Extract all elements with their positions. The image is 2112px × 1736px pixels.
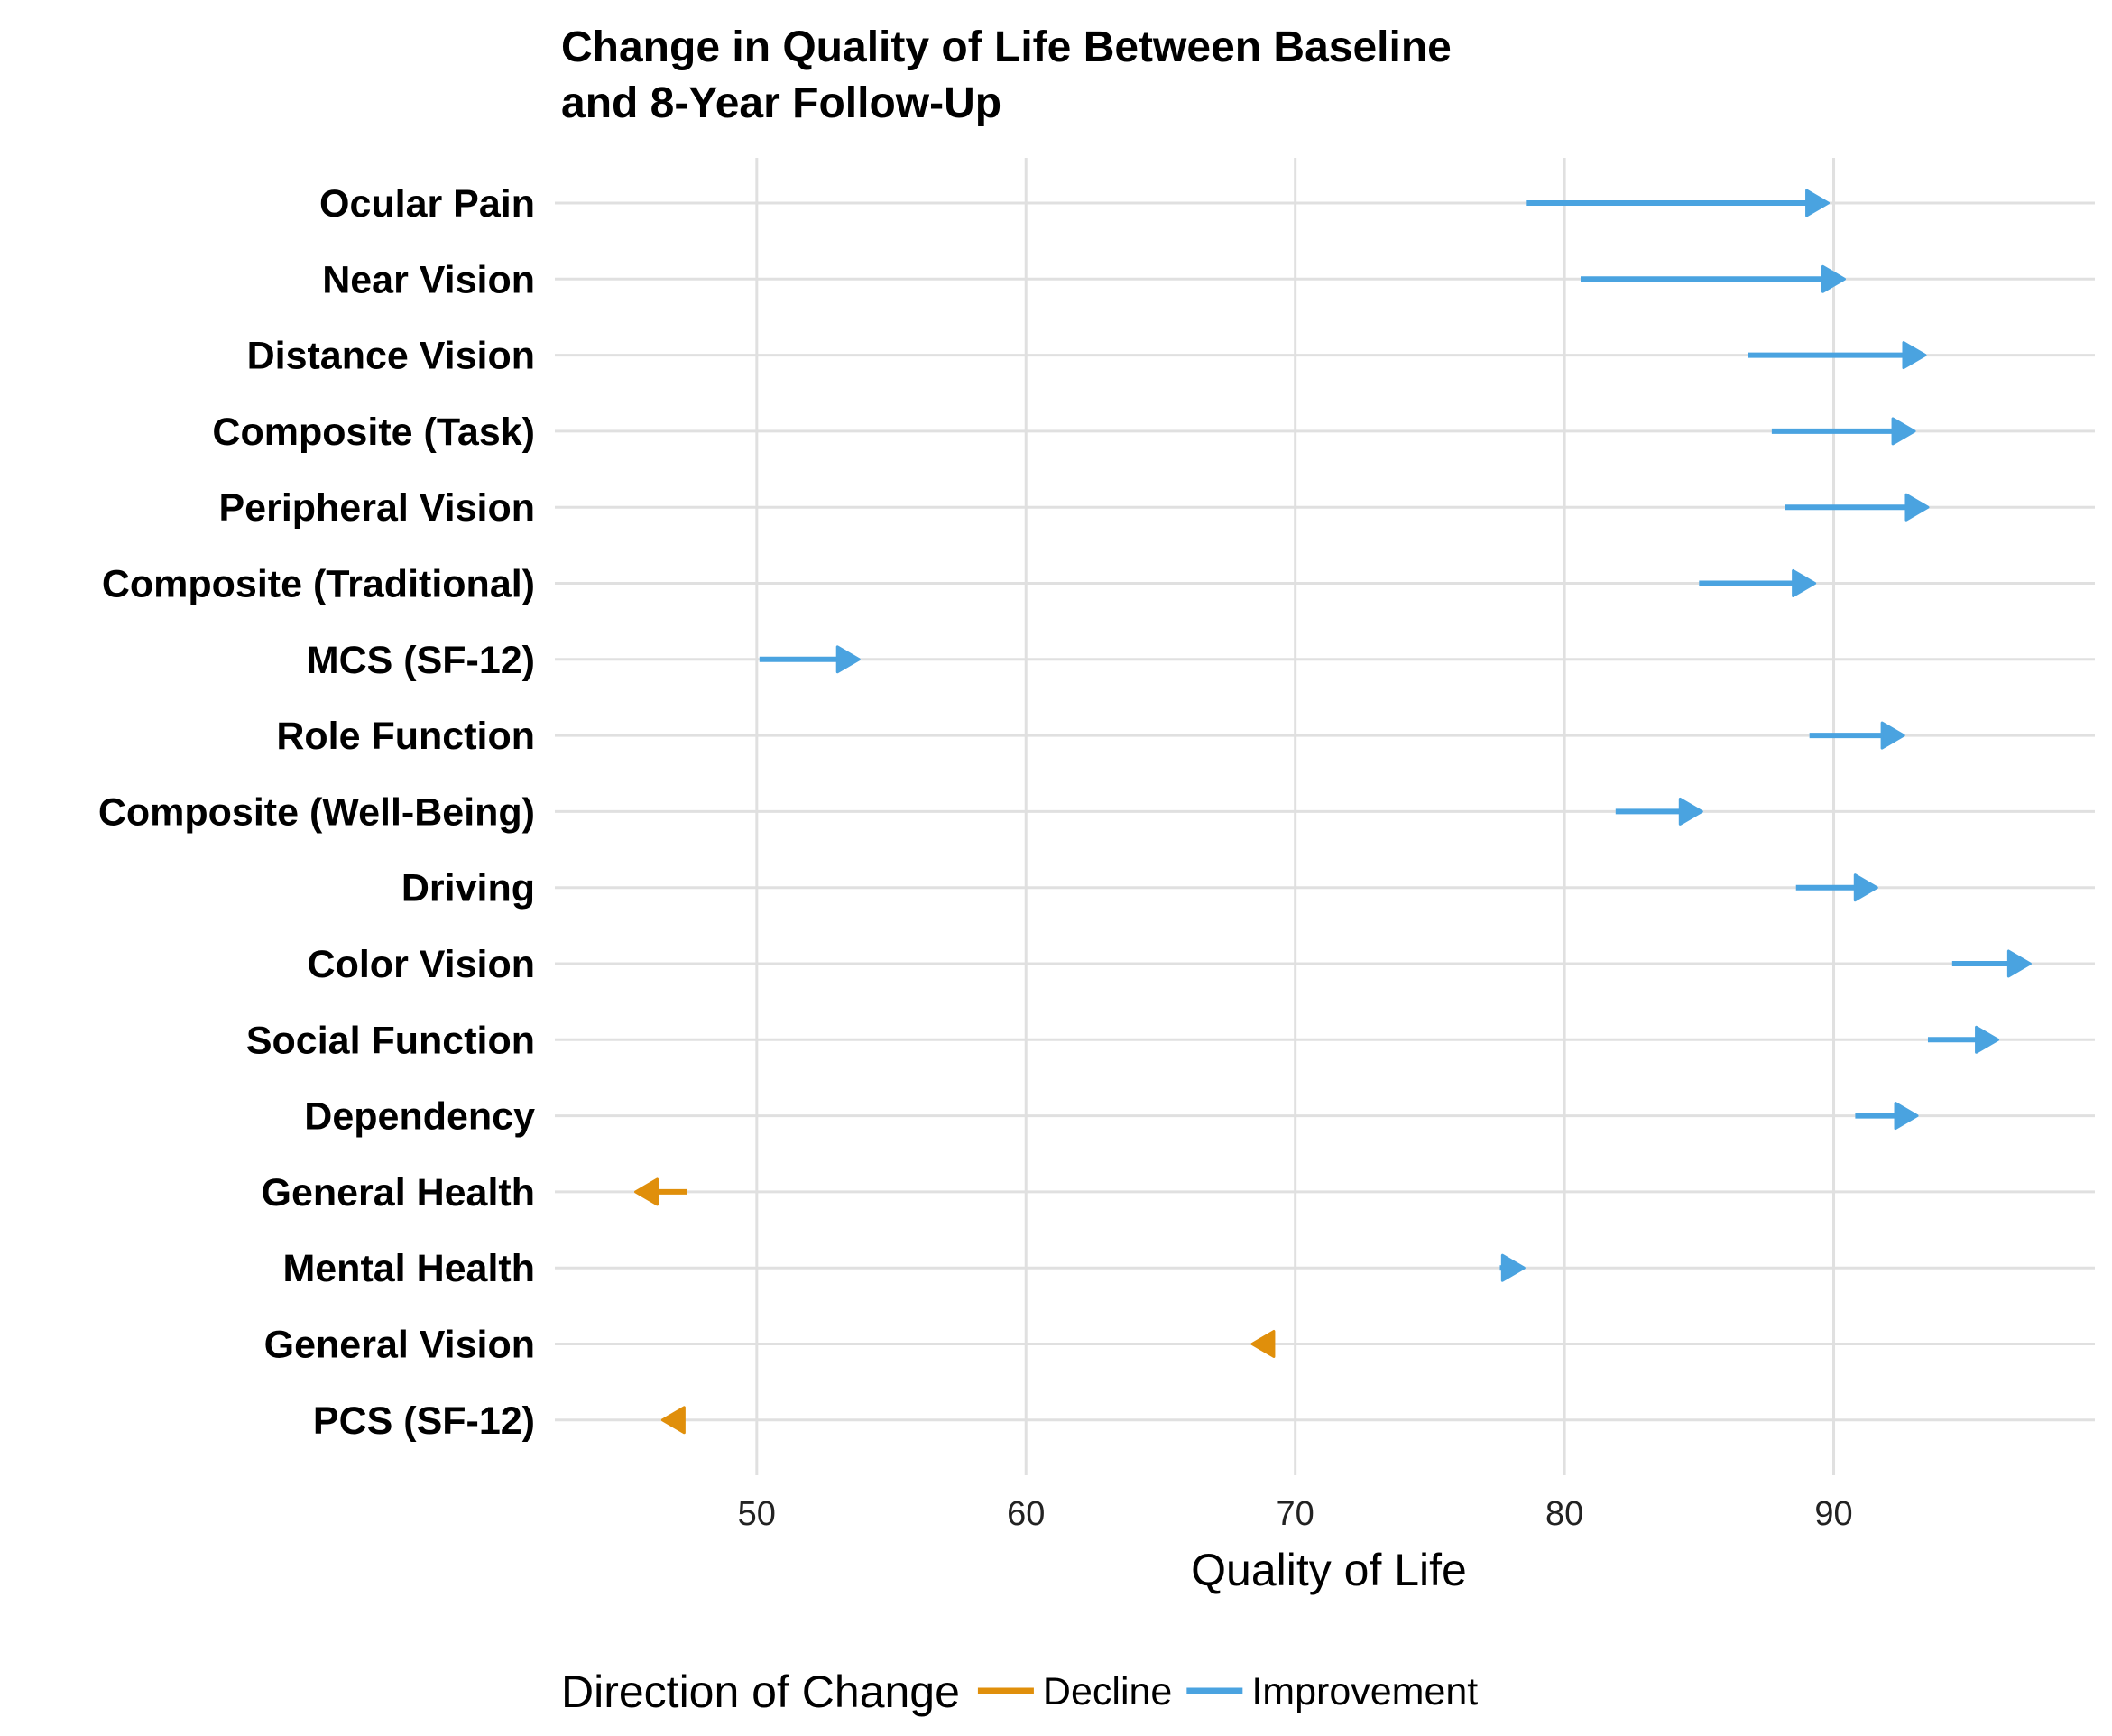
arrow-head: [1891, 417, 1916, 446]
arrow-social-function: [1927, 1025, 2000, 1054]
arrow-head: [1975, 1025, 2000, 1054]
category-label-pcs-sf-12: PCS (SF-12): [313, 1399, 535, 1443]
category-label-composite-task: Composite (Task): [212, 411, 535, 454]
category-label-distance-vision: Distance Vision: [247, 335, 535, 378]
arrow-pcs-sf-12: [660, 1406, 686, 1435]
category-label-mcs-sf-12: MCS (SF-12): [307, 639, 535, 682]
arrow-peripheral-vision: [1785, 493, 1930, 522]
x-tick-label: 60: [1007, 1495, 1045, 1533]
x-tick-label: 70: [1277, 1495, 1314, 1533]
arrow-head: [1792, 569, 1817, 597]
chart-title-line-2: and 8-Year Follow-Up: [561, 79, 1001, 127]
arrow-role-function: [1809, 721, 1905, 750]
arrow-head: [2006, 949, 2032, 978]
category-label-role-function: Role Function: [276, 715, 535, 758]
category-label-near-vision: Near Vision: [322, 258, 535, 301]
arrow-head: [835, 645, 861, 674]
legend: Direction of Change Decline Improvement: [561, 1667, 1478, 1717]
arrow-dependency: [1855, 1102, 1919, 1131]
category-label-general-health: General Health: [262, 1171, 536, 1214]
x-tick-label: 50: [738, 1495, 776, 1533]
arrow-head: [1904, 493, 1930, 522]
arrow-head: [1821, 264, 1846, 293]
arrow-distance-vision: [1748, 341, 1927, 370]
arrow-color-vision: [1951, 949, 2032, 978]
arrow-driving: [1795, 873, 1878, 902]
category-label-composite-traditional: Composite (Traditional): [102, 563, 535, 606]
arrow-head: [634, 1177, 659, 1206]
x-tick-label: 90: [1814, 1495, 1852, 1533]
category-label-peripheral-vision: Peripheral Vision: [218, 486, 535, 530]
arrow-mcs-sf-12: [759, 645, 861, 674]
x-axis-title: Quality of Life: [1191, 1545, 1467, 1595]
x-tick-label: 80: [1545, 1495, 1583, 1533]
arrow-mental-health: [1499, 1253, 1526, 1282]
category-label-mental-health: Mental Health: [282, 1247, 535, 1290]
arrow-head: [1894, 1102, 1919, 1131]
category-label-social-function: Social Function: [246, 1019, 535, 1062]
arrow-general-vision: [1250, 1330, 1276, 1358]
legend-title: Direction of Change: [561, 1667, 960, 1717]
arrow-head: [1500, 1253, 1526, 1282]
legend-label-improvement: Improvement: [1251, 1670, 1478, 1713]
arrow-head: [1250, 1330, 1276, 1358]
arrow-near-vision: [1581, 264, 1846, 293]
arrow-general-health: [634, 1177, 687, 1206]
category-labels: Ocular Pain Near Vision Distance Vision Com…: [98, 182, 535, 1443]
arrow-ocular-pain: [1526, 189, 1831, 217]
category-label-ocular-pain: Ocular Pain: [319, 182, 535, 226]
arrow-head: [1805, 189, 1831, 217]
legend-label-decline: Decline: [1043, 1670, 1172, 1713]
chart-title-line-1: Change in Quality of Life Between Baseli…: [561, 23, 1452, 71]
change-arrows: [634, 189, 2032, 1435]
arrow-composite-well-being: [1615, 797, 1703, 826]
category-label-dependency: Dependency: [304, 1095, 535, 1139]
arrow-head: [1678, 797, 1703, 826]
arrow-composite-task: [1771, 417, 1916, 446]
arrow-head: [1853, 873, 1878, 902]
arrow-composite-traditional: [1699, 569, 1817, 597]
category-label-color-vision: Color Vision: [308, 943, 535, 986]
category-label-general-vision: General Vision: [264, 1324, 535, 1367]
category-label-driving: Driving: [401, 867, 535, 910]
arrow-head: [1902, 341, 1927, 370]
arrow-head: [1880, 721, 1905, 750]
x-axis-ticks: 50 60 70 80 90: [738, 1495, 1853, 1533]
category-label-composite-well-being: Composite (Well-Being): [98, 790, 535, 834]
arrow-head: [660, 1406, 686, 1435]
